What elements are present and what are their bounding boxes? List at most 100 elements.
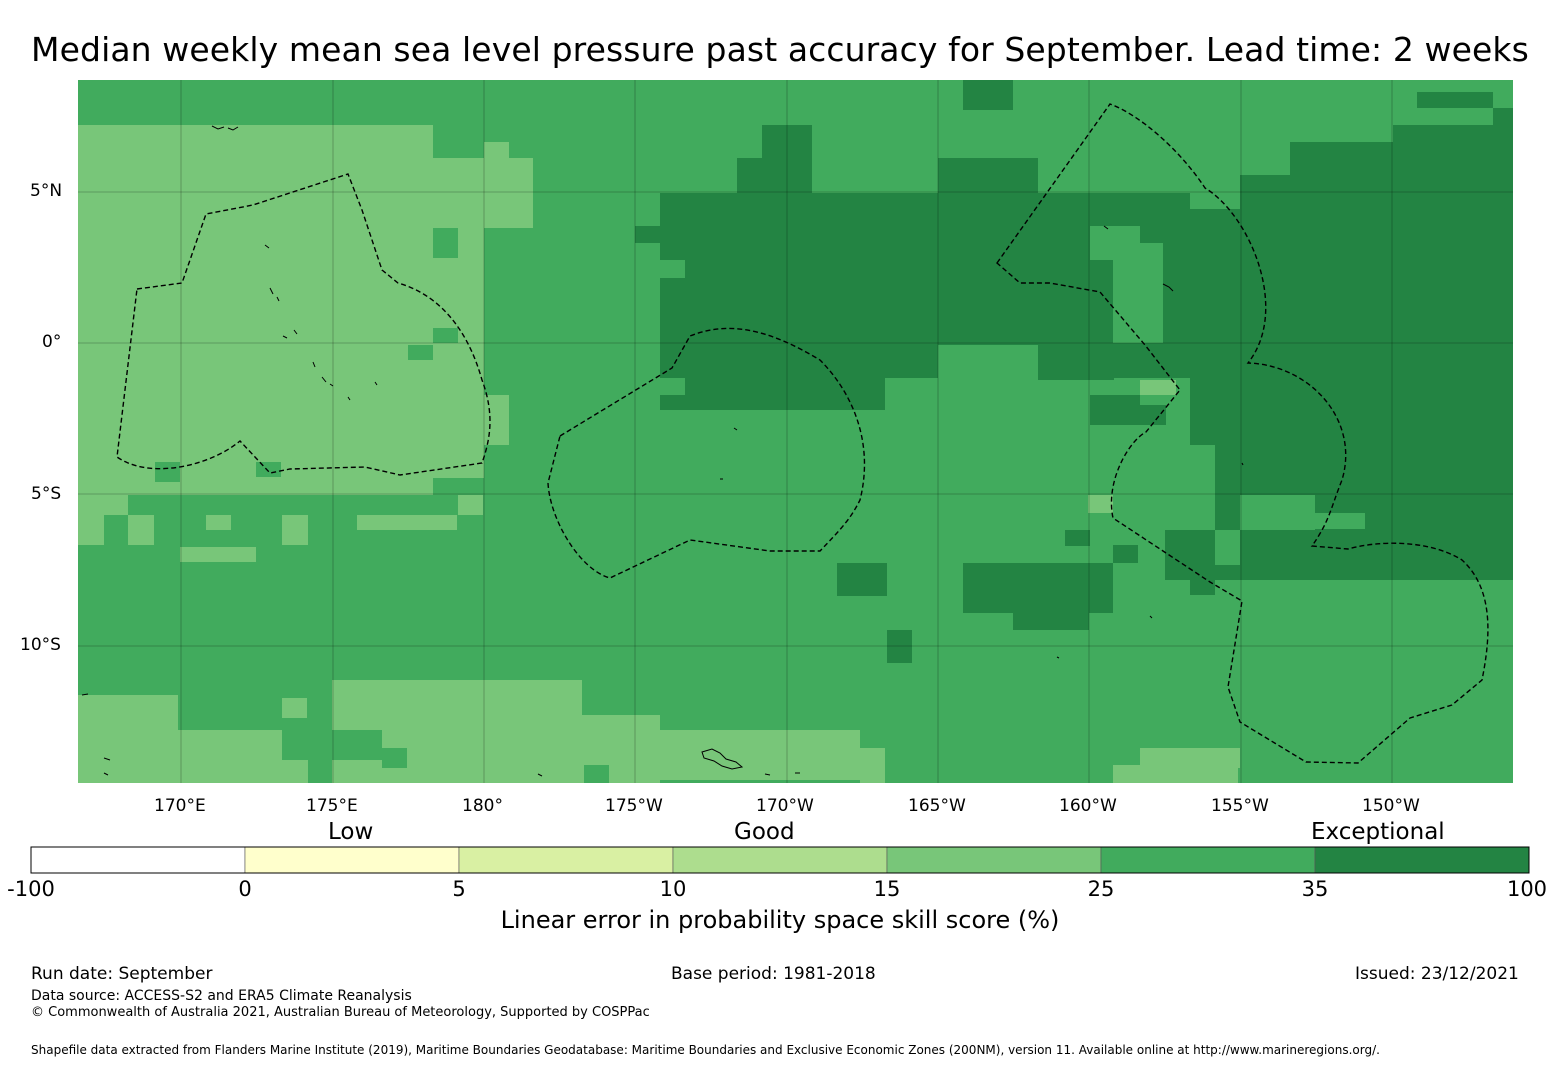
skill-cell xyxy=(1190,580,1215,595)
colorbar-tick: 15 xyxy=(873,877,901,901)
skill-cell xyxy=(1417,92,1493,108)
colorbar-tick: 10 xyxy=(659,877,687,901)
skill-cell xyxy=(1140,395,1190,405)
skill-cell xyxy=(938,158,1038,193)
data-source: Data source: ACCESS-S2 and ERA5 Climate … xyxy=(31,988,412,1004)
lon-label: 150°W xyxy=(1362,796,1420,816)
skill-cell xyxy=(963,563,1113,613)
skill-cells xyxy=(78,80,1513,783)
skill-cell xyxy=(433,158,533,198)
category-label-good: Good xyxy=(734,819,795,845)
skill-cell xyxy=(433,198,533,228)
graticule xyxy=(78,80,1513,783)
skill-cell xyxy=(635,226,660,243)
lon-label: 165°W xyxy=(908,796,966,816)
skill-cell xyxy=(80,158,105,176)
colorbar-tick: -100 xyxy=(7,877,55,901)
skill-cell xyxy=(1190,565,1265,580)
skill-cell xyxy=(282,730,382,760)
colorbar-title: Linear error in probability space skill … xyxy=(500,906,1060,934)
run-date: Run date: September xyxy=(31,964,213,984)
island-coastlines xyxy=(81,125,1244,777)
skill-cell xyxy=(1190,193,1240,209)
colorbar xyxy=(30,846,1530,874)
lat-label: 5°N xyxy=(30,181,63,201)
lat-label: 0° xyxy=(42,332,62,352)
lon-label: 155°W xyxy=(1211,796,1269,816)
skill-cell xyxy=(458,495,483,515)
skill-cell xyxy=(1140,380,1176,395)
skill-cell xyxy=(737,158,762,193)
skill-cell xyxy=(180,547,256,562)
colorbar-segment xyxy=(30,846,246,874)
skill-cell xyxy=(660,395,685,410)
skill-cell xyxy=(484,142,509,160)
skill-cell xyxy=(382,748,407,768)
skill-cell xyxy=(155,462,180,482)
colorbar-segment xyxy=(244,846,460,874)
skill-cell xyxy=(1467,565,1492,580)
lon-label: 160°W xyxy=(1059,796,1117,816)
copyright: © Commonwealth of Australia 2021, Austra… xyxy=(31,1005,650,1020)
skill-cell xyxy=(837,563,887,596)
skill-cell xyxy=(408,345,433,360)
colorbar-segment xyxy=(458,846,674,874)
skill-cell xyxy=(206,515,231,530)
skill-cell xyxy=(660,730,860,780)
skill-cell xyxy=(433,328,458,343)
skill-cell xyxy=(739,715,764,730)
lon-label: 170°W xyxy=(756,796,814,816)
skill-cell xyxy=(988,92,1013,108)
colorbar-segment xyxy=(886,846,1102,874)
skill-cell xyxy=(1190,345,1240,445)
skill-cell xyxy=(357,515,457,530)
colorbar-tick: 35 xyxy=(1301,877,1329,901)
skill-cell xyxy=(1390,565,1440,580)
eez-tokelau-phoenix xyxy=(547,327,866,579)
skill-cell xyxy=(660,260,685,278)
skill-cell xyxy=(860,748,885,783)
lon-label: 175°E xyxy=(306,796,358,816)
colorbar-segment xyxy=(672,846,888,874)
colorbar-tick: 0 xyxy=(238,877,252,901)
skill-cell xyxy=(282,515,308,545)
eez-kiribati-gilbert xyxy=(116,173,491,476)
lon-label: 180° xyxy=(462,796,503,816)
lat-label: 5°S xyxy=(31,484,62,504)
lon-label: 170°E xyxy=(154,796,206,816)
skill-cell xyxy=(256,462,281,477)
skill-cell xyxy=(1113,765,1238,783)
skill-cell xyxy=(1038,345,1114,380)
skill-cell xyxy=(1065,530,1090,546)
skill-cell xyxy=(458,228,484,258)
issued-date: Issued: 23/12/2021 xyxy=(1355,964,1519,984)
skill-cell xyxy=(78,125,433,345)
skill-cell xyxy=(78,345,433,495)
colorbar-segment xyxy=(1314,846,1530,874)
skill-cell xyxy=(1013,613,1089,630)
skill-map[interactable] xyxy=(78,80,1513,783)
colorbar-tick: 5 xyxy=(452,877,466,901)
lat-label: 10°S xyxy=(20,635,61,655)
skill-cell xyxy=(78,515,104,545)
eez-line-islands xyxy=(996,103,1489,764)
skill-cell xyxy=(282,698,307,718)
skill-cell xyxy=(1240,495,1315,530)
skill-cell xyxy=(1088,495,1113,513)
map-title: Median weekly mean sea level pressure pa… xyxy=(31,30,1529,69)
skill-cell xyxy=(1493,108,1513,143)
skill-cell xyxy=(206,715,231,730)
category-label-exceptional: Exceptional xyxy=(1311,819,1445,845)
skill-cell xyxy=(887,630,912,663)
lon-label: 175°W xyxy=(605,796,663,816)
skill-cell xyxy=(1393,125,1493,142)
colorbar-segment xyxy=(1100,846,1316,874)
colorbar-tick: 100 xyxy=(1506,877,1548,901)
skill-cell xyxy=(433,258,484,478)
category-label-low: Low xyxy=(328,819,374,845)
skill-cell xyxy=(938,345,1038,378)
base-period: Base period: 1981-2018 xyxy=(671,964,876,984)
skill-cell xyxy=(1140,748,1240,768)
skill-cell xyxy=(762,125,812,193)
